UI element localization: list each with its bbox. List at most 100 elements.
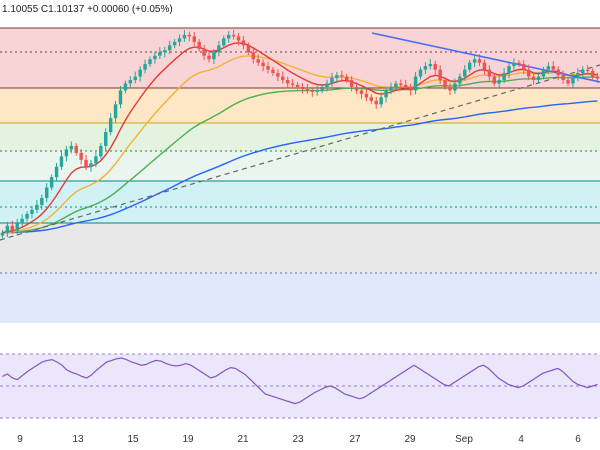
candle-body <box>163 50 167 53</box>
candle-body <box>399 83 403 85</box>
candle-body <box>158 52 162 56</box>
candle-body <box>128 80 133 84</box>
candle-body <box>428 64 433 67</box>
candle-body <box>374 100 378 105</box>
panel-separator <box>0 325 600 343</box>
candle-body <box>54 166 59 178</box>
trend-blue-line <box>371 32 600 83</box>
candle-body <box>512 62 516 67</box>
candle-body <box>310 90 315 92</box>
price-panel[interactable]: 1.10055 C1.10137 +0.00060 (+0.05%) <box>0 0 600 323</box>
candle-body <box>581 69 585 74</box>
candle-body <box>340 75 344 77</box>
candle-body <box>536 76 541 81</box>
candle-body <box>153 55 157 60</box>
ema-red-line <box>2 42 598 234</box>
candle-body <box>84 159 88 167</box>
candle-body <box>423 66 428 70</box>
candle-body <box>507 66 511 74</box>
x-axis: 9 13 15 19 21 23 27 29 Sep 4 6 <box>17 434 581 445</box>
candle-body <box>30 209 34 214</box>
candle-body <box>285 80 290 84</box>
candle-body <box>315 90 319 92</box>
candle-body <box>5 225 10 233</box>
candle-body <box>167 45 172 51</box>
candle-body <box>467 62 472 70</box>
candle-body <box>438 69 442 81</box>
candle-body <box>571 77 575 84</box>
x-axis-label: 27 <box>349 434 361 445</box>
ema-blue-line <box>2 100 598 234</box>
candle-body <box>389 86 393 91</box>
candle-body <box>104 132 108 146</box>
zone-blue <box>0 273 600 323</box>
candle-body <box>207 55 211 60</box>
candle-body <box>261 62 265 67</box>
candle-body <box>404 84 408 87</box>
candle-body <box>458 76 462 84</box>
candle-body <box>226 34 231 39</box>
candle-body <box>541 69 546 77</box>
candle-body <box>556 69 560 76</box>
candle-body <box>113 104 118 119</box>
x-axis-label: 21 <box>237 434 249 445</box>
x-axis-label: 29 <box>404 434 416 445</box>
candle-body <box>118 90 123 105</box>
candle-body <box>49 177 54 188</box>
candle-body <box>222 38 226 46</box>
candle-body <box>443 80 447 87</box>
candle-body <box>246 45 251 53</box>
candle-body <box>325 83 329 87</box>
candle-body <box>69 145 74 150</box>
candle-body <box>197 41 201 49</box>
candle-body <box>251 52 255 60</box>
candle-body <box>517 62 521 65</box>
candles-group <box>0 29 600 239</box>
candle-body <box>271 69 275 74</box>
candle-body <box>143 64 147 70</box>
candle-body <box>241 40 246 46</box>
x-axis-label: 13 <box>72 434 84 445</box>
candle-body <box>433 64 437 70</box>
rsi-panel[interactable] <box>0 353 600 419</box>
candle-body <box>330 77 334 84</box>
candle-body <box>177 38 182 42</box>
candle-body <box>266 66 270 70</box>
candle-body <box>546 66 551 70</box>
candle-body <box>413 76 418 91</box>
ohlc-text: 1.10055 C1.10137 +0.00060 (+0.05%) <box>2 4 173 15</box>
candle-body <box>172 41 177 46</box>
candle-body <box>354 86 359 91</box>
candle-body <box>74 145 78 153</box>
candle-body <box>192 36 196 42</box>
candle-body <box>123 83 128 91</box>
candle-body <box>231 34 236 37</box>
candle-body <box>15 222 19 231</box>
candle-body <box>472 59 477 63</box>
candle-body <box>384 90 388 98</box>
candle-body <box>453 83 457 91</box>
zone-green <box>0 123 600 151</box>
zone-cyan <box>0 181 600 223</box>
candle-body <box>492 76 496 84</box>
candle-body <box>561 75 565 81</box>
candle-body <box>320 86 324 91</box>
candle-body <box>212 52 216 60</box>
candle-body <box>359 90 364 94</box>
ema-orange-line <box>2 55 598 234</box>
x-axis-label: 9 <box>17 434 23 445</box>
candle-body <box>526 69 531 77</box>
candle-body <box>45 187 49 198</box>
candle-body <box>448 86 452 91</box>
candle-body <box>497 80 501 84</box>
candle-body <box>79 152 83 160</box>
x-axis-label: 15 <box>127 434 139 445</box>
candle-body <box>89 163 93 167</box>
candle-body <box>94 156 98 164</box>
candle-body <box>59 156 64 167</box>
candle-body <box>25 213 29 219</box>
candle-body <box>522 64 526 70</box>
candle-body <box>463 69 467 77</box>
